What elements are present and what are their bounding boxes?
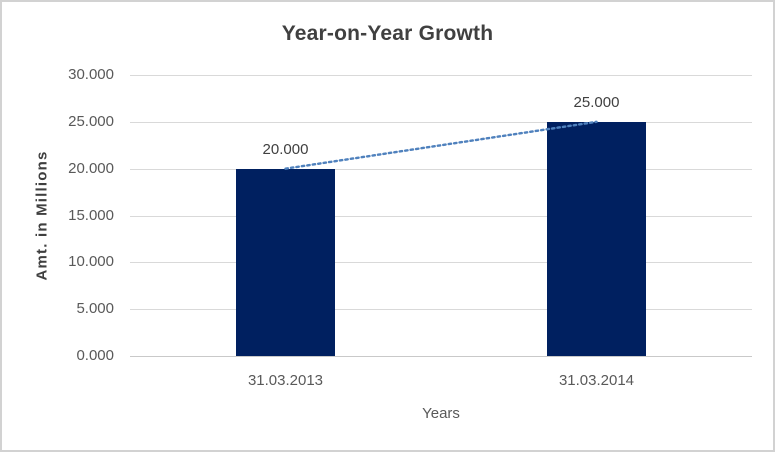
- bar-31.03.2014: [546, 121, 647, 356]
- y-tick-label: 15.000: [68, 206, 114, 224]
- x-axis-line: [130, 356, 752, 357]
- gridline: [130, 168, 752, 170]
- y-tick-label: 30.000: [68, 66, 114, 83]
- y-tick-label: 25.000: [68, 112, 114, 130]
- gridline: [130, 309, 752, 311]
- bar-31.03.2013: [235, 168, 336, 356]
- x-tick-label: 31.03.2013: [247, 372, 324, 389]
- x-tick-label: 31.03.2014: [558, 372, 635, 389]
- y-tick-label: 5.000: [76, 300, 114, 318]
- x-axis-title: Years: [422, 405, 460, 422]
- trendline-path: [284, 120, 598, 170]
- gridline: [130, 121, 752, 123]
- y-tick-label: 10.000: [68, 253, 114, 271]
- trendline: [284, 120, 598, 170]
- chart-title: Year-on-Year Growth: [281, 22, 494, 45]
- y-tick-label: 20.000: [68, 159, 114, 177]
- y-axis-tick-labels: 0.000 5.000 10.000 15.000 20.000 25.000 30.000: [2, 66, 114, 364]
- x-axis-tick-labels: 31.03.2013 31.03.2014: [130, 372, 752, 392]
- gridline: [130, 215, 752, 217]
- gridline: [130, 262, 752, 264]
- data-label: 20.000: [262, 140, 309, 158]
- gridline: [130, 75, 752, 76]
- y-tick-label: 0.000: [76, 347, 114, 364]
- data-label: 25.000: [573, 93, 620, 111]
- plot-area: 20.000 25.000: [130, 75, 752, 357]
